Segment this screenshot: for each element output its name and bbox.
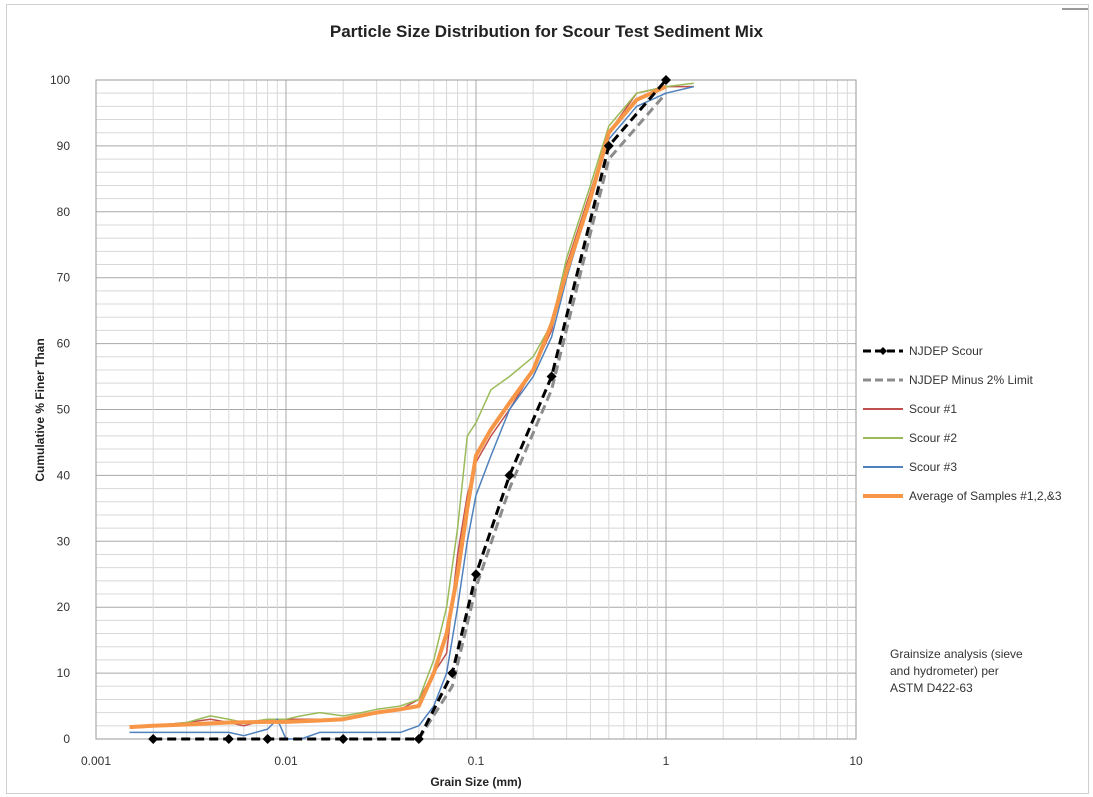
- data-point-marker: [471, 569, 481, 580]
- y-tick-label: 30: [57, 534, 71, 548]
- data-point-marker: [148, 734, 159, 744]
- grid: [95, 79, 856, 740]
- y-tick-label: 100: [50, 73, 70, 87]
- y-tick-label: 50: [57, 403, 71, 417]
- frame-accent-line: [1062, 8, 1088, 10]
- analysis-note: Grainsize analysis (sieve and hydrometer…: [890, 647, 1023, 695]
- x-tick-label: 0.01: [274, 754, 298, 768]
- x-tick-label: 10: [849, 754, 863, 768]
- data-point-marker: [413, 734, 424, 744]
- y-tick-label: 90: [57, 139, 71, 153]
- chart-frame: [6, 4, 1089, 794]
- y-axis-title: Cumulative % Finer Than: [33, 338, 47, 481]
- y-tick-label: 10: [57, 666, 71, 680]
- y-tick-label: 80: [57, 205, 71, 219]
- x-tick-label: 0.1: [468, 754, 485, 768]
- series-line-5: [129, 84, 667, 730]
- y-tick-label: 40: [57, 468, 71, 482]
- data-point-marker: [262, 734, 273, 744]
- data-point-marker: [223, 734, 234, 744]
- x-tick-label: 1: [663, 754, 670, 768]
- legend-label: NJDEP Minus 2% Limit: [909, 373, 1033, 387]
- data-point-marker: [546, 371, 557, 382]
- data-point-marker: [661, 75, 671, 85]
- y-tick-label: 0: [63, 732, 70, 746]
- y-tick-label: 20: [57, 600, 71, 614]
- legend-label: Scour #2: [909, 431, 957, 445]
- legend-label: Scour #3: [909, 460, 957, 474]
- data-point-marker: [603, 140, 614, 151]
- y-tick-label: 70: [57, 271, 71, 285]
- legend-label: NJDEP Scour: [909, 344, 983, 358]
- data-point-marker: [338, 734, 349, 744]
- x-tick-label: 0.001: [81, 754, 111, 768]
- data-point-marker: [447, 668, 458, 679]
- legend: NJDEP Scour NJDEP Minus 2% Limit Scour #1 S…: [863, 344, 1062, 503]
- data-point-marker: [504, 470, 515, 481]
- series-line-1: [417, 92, 668, 740]
- plot-area-border: [95, 79, 857, 740]
- chart-title: Particle Size Distribution for Scour Tes…: [329, 22, 764, 41]
- legend-label: Scour #1: [909, 402, 957, 416]
- series-lines: [129, 75, 694, 744]
- x-axis-title: Grain Size (mm): [430, 775, 521, 789]
- y-tick-label: 60: [57, 337, 71, 351]
- legend-marker: [879, 347, 887, 355]
- legend-label: Average of Samples #1,2,&3: [909, 489, 1062, 503]
